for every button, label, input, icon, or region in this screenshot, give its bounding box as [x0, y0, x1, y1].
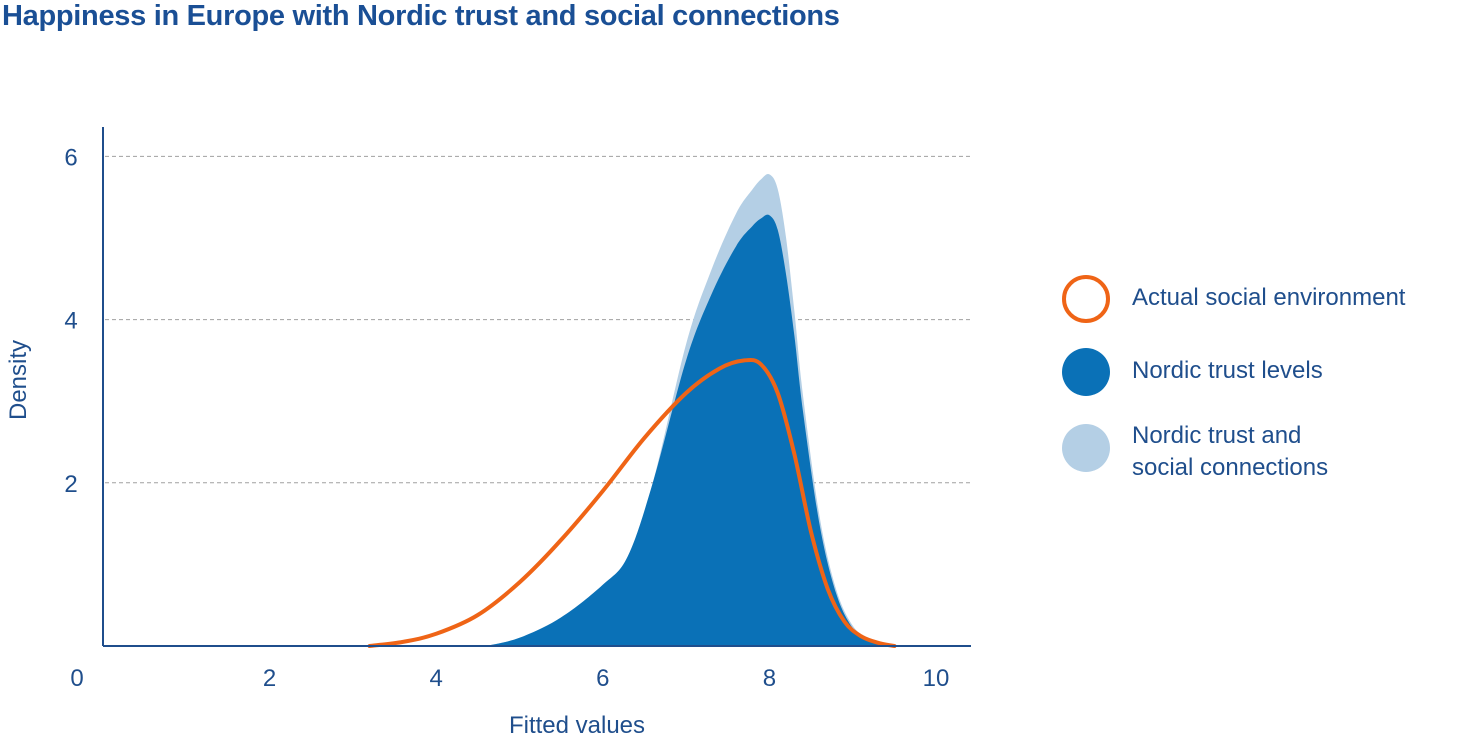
- legend-label: Actual social environment: [1132, 284, 1406, 311]
- x-tick-label: 6: [596, 665, 609, 692]
- y-tick-label: 6: [64, 144, 77, 171]
- x-tick-label: 10: [923, 665, 950, 692]
- x-tick-label: 4: [430, 665, 443, 692]
- legend-swatch-circle-icon: [1062, 348, 1110, 396]
- legend-swatch-circle-icon: [1062, 424, 1110, 472]
- chart-title: Happiness in Europe with Nordic trust an…: [2, 0, 840, 32]
- line-actual-social-environment: [367, 357, 897, 648]
- y-axis-title: Density: [5, 340, 32, 420]
- area-layer: [486, 173, 899, 646]
- line-layer: [367, 357, 897, 648]
- legend-swatch-ring-icon: [1062, 275, 1110, 323]
- area-nordic-trust-levels: [486, 214, 899, 646]
- legend-item-actual-social-environment: Actual social environment: [1062, 272, 1461, 332]
- y-tick-label: 4: [64, 308, 77, 335]
- grid-layer: [105, 155, 971, 484]
- legend-item-nordic-trust-and-social-connections: Nordic trust and social connections: [1062, 422, 1461, 482]
- legend-label: Nordic trust levels: [1132, 357, 1323, 384]
- y-tick-label: 2: [64, 471, 77, 498]
- legend-item-nordic-trust-levels: Nordic trust levels: [1062, 348, 1461, 408]
- x-tick-label: 0: [70, 665, 83, 692]
- x-tick-label: 8: [763, 665, 776, 692]
- tick-layer: 0 2 4 6 8 10 2 4 6: [64, 144, 949, 692]
- legend-label: Nordic trust and social connections: [1132, 422, 1329, 481]
- x-tick-label: 2: [263, 665, 276, 692]
- x-axis-title: Fitted values: [509, 712, 645, 739]
- axis-layer: [102, 127, 971, 647]
